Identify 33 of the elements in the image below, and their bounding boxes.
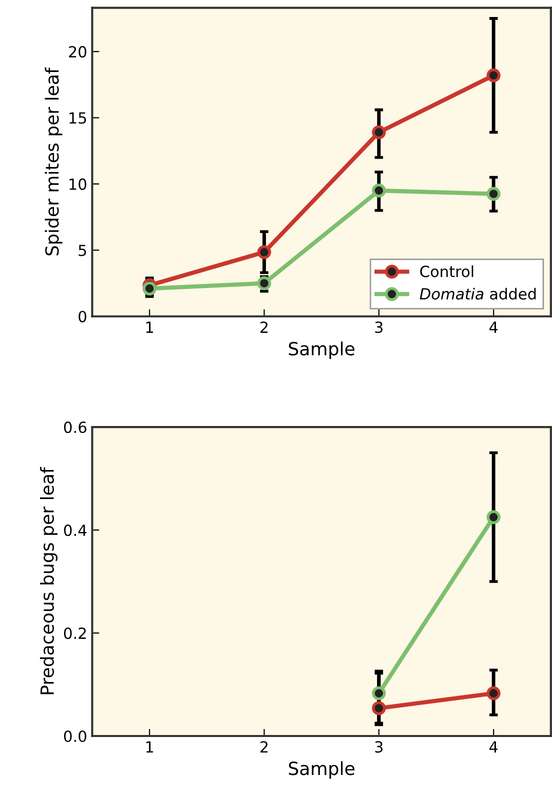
- point: [372, 686, 386, 700]
- legend-label: Domatia added: [420, 288, 536, 300]
- point: [486, 686, 500, 700]
- x-tick-label: 2: [260, 741, 268, 752]
- y-tick-label: 0.2: [64, 627, 86, 640]
- y-tick-label: 0: [78, 310, 86, 322]
- point: [372, 184, 386, 198]
- x-axis-title: Sample: [288, 342, 354, 360]
- point: [257, 245, 272, 260]
- y-tick-label: 10: [70, 178, 86, 190]
- y-tick-label: 0.0: [64, 730, 86, 742]
- x-tick-label: 4: [489, 741, 498, 752]
- point: [372, 701, 386, 716]
- y-axis-title: Predaceous bugs per leaf: [40, 466, 58, 694]
- point: [372, 125, 386, 140]
- y-axis-title: Spider mites per leaf: [44, 67, 62, 256]
- point: [486, 510, 500, 524]
- x-tick-label: 3: [375, 321, 383, 334]
- y-tick-label: 0.4: [64, 524, 86, 536]
- x-tick-label: 3: [375, 741, 383, 753]
- y-tick-label: 15: [70, 112, 86, 124]
- point: [486, 186, 500, 201]
- y-tick-label: 0.6: [64, 422, 86, 434]
- x-tick-label: 4: [489, 322, 498, 333]
- x-tick-label: 2: [260, 321, 268, 333]
- x-tick-label: 1: [146, 322, 153, 333]
- point: [142, 282, 156, 296]
- y-tick-label: 20: [69, 46, 86, 58]
- point: [486, 68, 500, 82]
- x-axis-title: Sample: [288, 761, 354, 779]
- y-tick-label: 5: [78, 244, 86, 256]
- legend-label: Control: [420, 265, 474, 278]
- x-tick-label: 1: [146, 741, 153, 752]
